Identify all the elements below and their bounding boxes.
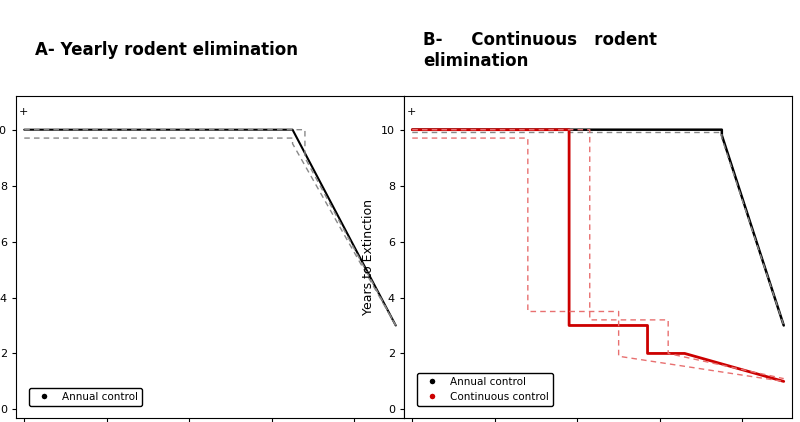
Text: +: + bbox=[19, 106, 29, 116]
Legend: Annual control, Continuous control: Annual control, Continuous control bbox=[417, 373, 554, 406]
Y-axis label: Years to Extinction: Years to Extinction bbox=[362, 199, 375, 315]
Legend: Annual control: Annual control bbox=[29, 388, 142, 406]
Text: +: + bbox=[407, 106, 417, 116]
Text: B-     Continuous   rodent
elimination: B- Continuous rodent elimination bbox=[423, 31, 658, 70]
Text: A- Yearly rodent elimination: A- Yearly rodent elimination bbox=[35, 41, 298, 59]
